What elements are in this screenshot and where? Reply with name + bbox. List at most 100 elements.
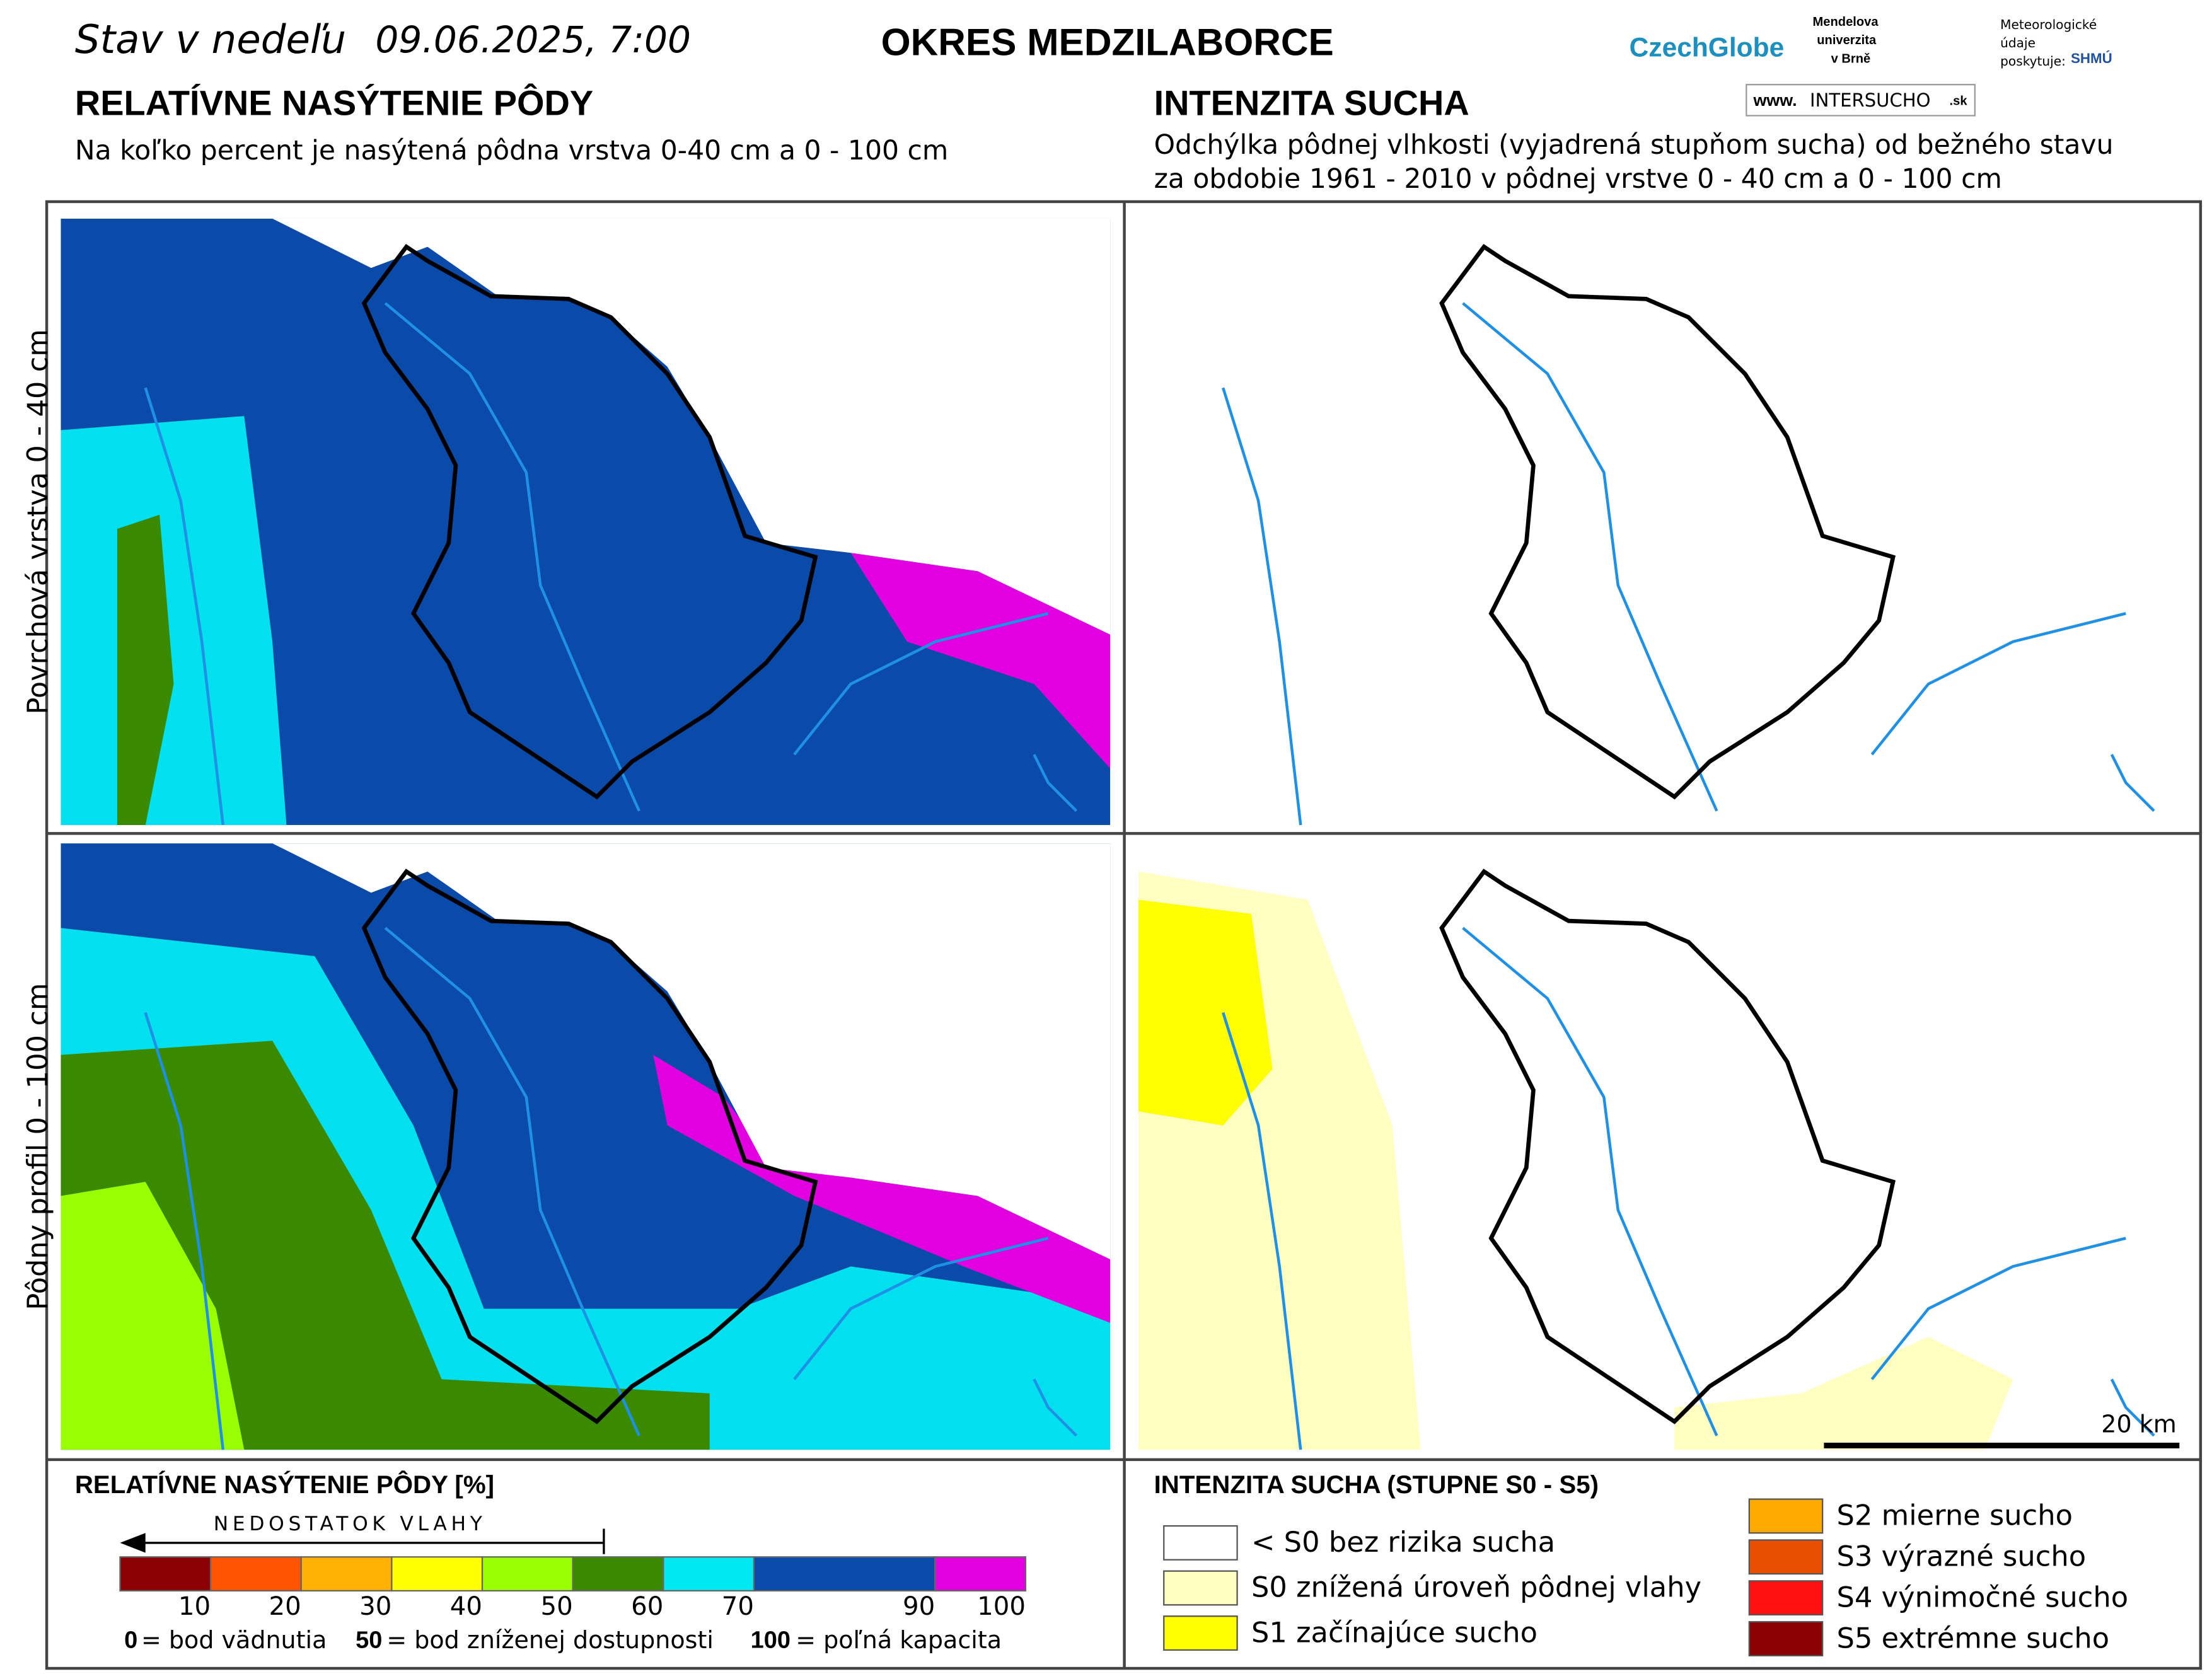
colorbar-label: 70	[722, 1592, 754, 1621]
river	[384, 302, 640, 812]
logo-meteo: údaje	[2000, 35, 2035, 50]
legend-label: S2 mierne sucho	[1837, 1499, 2073, 1532]
arrow-label: NEDOSTATOK VLAHY	[214, 1513, 487, 1535]
logo-shmu: SHMÚ	[2071, 50, 2112, 66]
river	[793, 612, 1049, 756]
colorbar-segment	[572, 1556, 664, 1592]
logo-intersucho: INTERSUCHO	[1810, 89, 1930, 111]
river	[144, 1012, 225, 1450]
legend-title: INTENZITA SUCHA (STUPNE S0 - S5)	[1154, 1470, 1599, 1499]
legend-swatch	[1748, 1539, 1824, 1575]
colorbar-segment	[391, 1556, 484, 1592]
note-text: = bod zníženej dostupnosti	[386, 1626, 714, 1654]
legend-label: < S0 bez rizika sucha	[1251, 1525, 1555, 1559]
note-value: 0	[124, 1627, 137, 1654]
logo-mendel: v Brně	[1831, 52, 1871, 66]
right-title: INTENZITA SUCHA	[1154, 83, 1469, 123]
arrow-head	[120, 1533, 146, 1553]
colorbar-label: 60	[631, 1592, 663, 1621]
district-border	[1439, 869, 1896, 1424]
logo-sk: .sk	[1950, 94, 1968, 108]
saturation-area	[117, 514, 174, 825]
map-panel	[1138, 843, 2188, 1450]
river	[384, 926, 640, 1436]
legend-label: S0 znížená úroveň pôdnej vlahy	[1251, 1571, 1701, 1604]
date: 09.06.2025, 7:00	[375, 18, 691, 61]
drought-area	[1674, 1337, 2013, 1450]
legend-title: RELATÍVNE NASÝTENIE PÔDY [%]	[75, 1470, 494, 1499]
saturation-area	[61, 1182, 245, 1450]
river	[793, 1237, 1049, 1380]
colorbar-label: 10	[178, 1592, 211, 1621]
district-border	[1439, 244, 1896, 800]
saturation-area	[850, 553, 1111, 769]
colorbar-label: 40	[450, 1592, 482, 1621]
colorbar-segment	[300, 1556, 393, 1592]
drought-area	[1138, 899, 1273, 1126]
left-title: RELATÍVNE NASÝTENIE PÔDY	[75, 83, 593, 123]
row-label: Povrchová vrstva 0 - 40 cm	[21, 329, 54, 714]
note-text: = bod vädnutia	[141, 1626, 327, 1654]
river	[1870, 1237, 2126, 1380]
colorbar-label: 50	[540, 1592, 572, 1621]
right-subtitle: za obdobie 1961 - 2010 v pôdnej vrstve 0…	[1154, 164, 2002, 195]
legend-swatch	[1163, 1615, 1238, 1651]
colorbar-segment	[119, 1556, 212, 1592]
river	[1033, 1378, 1078, 1437]
note-value: 50	[356, 1627, 382, 1654]
maps	[61, 218, 2188, 1450]
district-border	[361, 869, 818, 1424]
logo-box	[1746, 84, 1976, 117]
saturation-area	[61, 416, 287, 825]
map-panel	[1138, 218, 2188, 825]
foreign-area	[272, 843, 1111, 1260]
foreign-area	[1350, 843, 2188, 1260]
river	[1870, 612, 2126, 756]
legend-swatch	[1163, 1570, 1238, 1606]
river	[2110, 1378, 2155, 1437]
district-border	[361, 244, 818, 800]
colorbar-label: 30	[359, 1592, 391, 1621]
colorbar-segment	[753, 1556, 936, 1592]
district: OKRES MEDZILABORCE	[881, 21, 1334, 64]
legend-label: S5 extrémne sucho	[1837, 1621, 2110, 1654]
legend-label: S1 začínajúce sucho	[1251, 1615, 1537, 1649]
colorbar-segment	[663, 1556, 755, 1592]
river	[1222, 1012, 1302, 1450]
legend-swatch	[1748, 1498, 1824, 1534]
foreign-area	[272, 218, 1111, 635]
legend-swatch	[1163, 1525, 1238, 1561]
drought-legend: < S0 bez rizika sucha S0 znížená úroveň p…	[1163, 1498, 2129, 1657]
colorbar-segment	[209, 1556, 302, 1592]
logo-mendel: univerzita	[1817, 33, 1877, 47]
colorbar-label: 90	[903, 1592, 935, 1621]
left-subtitle: Na koľko percent je nasýtená pôdna vrstv…	[75, 136, 948, 166]
logo-mendel: Mendelova	[1813, 15, 1879, 29]
legend-swatch	[1748, 1621, 1824, 1657]
colorbar-label: 20	[269, 1592, 301, 1621]
row-label: Pôdny profil 0 - 100 cm	[21, 983, 54, 1310]
river	[1222, 387, 1302, 825]
map-panel	[61, 218, 1111, 825]
date-prefix: Stav v nedeľu	[75, 16, 346, 62]
note-value: 100	[751, 1627, 790, 1654]
logo-www: www.	[1753, 91, 1797, 110]
colorbar-label: 100	[977, 1592, 1026, 1621]
colorbar-segment	[934, 1556, 1027, 1592]
logo-meteo: poskytuje:	[2000, 54, 2066, 69]
map-panel	[61, 843, 1111, 1450]
scale-label: 20 km	[2101, 1411, 2177, 1438]
logo-meteo: Meteorologické	[2000, 17, 2097, 32]
river	[1462, 302, 1718, 812]
note-text: = poľná kapacita	[796, 1626, 1002, 1654]
right-subtitle: Odchýlka pôdnej vlhkosti (vyjadrená stup…	[1154, 130, 2114, 161]
foreign-area	[1350, 218, 2188, 635]
legend-swatch	[1748, 1580, 1824, 1616]
river	[2110, 754, 2155, 812]
legend-label: S3 výrazné sucho	[1837, 1540, 2087, 1573]
logo-czechglobe: CzechGlobe	[1630, 33, 1785, 63]
legend-label: S4 výnimočné sucho	[1837, 1580, 2129, 1613]
river	[1033, 754, 1078, 812]
